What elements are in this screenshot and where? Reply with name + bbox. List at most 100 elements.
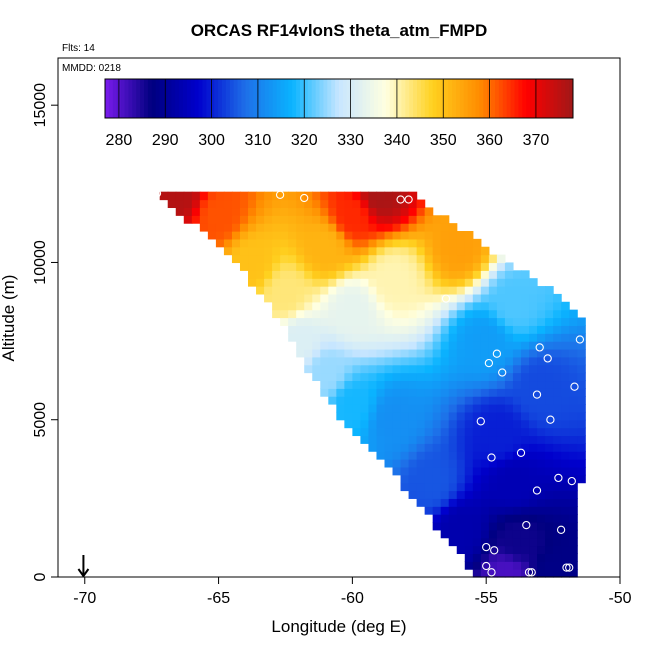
heatmap-cell xyxy=(400,191,410,201)
y-tick-label: 10000 xyxy=(32,240,49,285)
heatmap-cell xyxy=(464,466,474,476)
heatmap-cell xyxy=(504,459,514,468)
colorbar-segment xyxy=(140,79,145,118)
heatmap-cell xyxy=(440,341,450,350)
heatmap-cell xyxy=(368,341,378,350)
heatmap-cell xyxy=(488,270,498,279)
heatmap-cell xyxy=(504,482,514,492)
heatmap-cell xyxy=(384,254,394,264)
heatmap-cell xyxy=(312,293,321,303)
heatmap-cell xyxy=(512,466,522,476)
heatmap-cell xyxy=(231,254,241,264)
colorbar-segment xyxy=(495,79,500,118)
heatmap-cell xyxy=(512,348,522,358)
heatmap-cell xyxy=(223,207,233,216)
colorbar-segment xyxy=(483,79,488,118)
heatmap-cell xyxy=(504,419,514,429)
heatmap-cell xyxy=(456,396,466,405)
heatmap-cell xyxy=(472,238,482,248)
heatmap-cell xyxy=(529,514,538,523)
heatmap-cell xyxy=(264,278,273,287)
heatmap-cell xyxy=(472,293,482,303)
heatmap-cell xyxy=(456,506,466,515)
heatmap-cell xyxy=(352,223,362,232)
heatmap-cell xyxy=(553,506,562,515)
heatmap-cell xyxy=(529,396,538,405)
colorbar-segment xyxy=(319,79,324,118)
heatmap-cell xyxy=(416,411,426,421)
heatmap-cell xyxy=(529,404,538,413)
heatmap-cell xyxy=(344,278,353,287)
heatmap-cell xyxy=(320,215,329,224)
heatmap-cell xyxy=(296,278,305,287)
heatmap-cell xyxy=(569,388,578,397)
heatmap-cell xyxy=(416,207,426,216)
heatmap-cell xyxy=(537,482,546,492)
heatmap-cell xyxy=(288,278,297,287)
heatmap-cell xyxy=(456,537,466,547)
heatmap-cell xyxy=(368,199,378,209)
colorbar-segment xyxy=(537,79,543,118)
heatmap-cell xyxy=(392,286,402,295)
heatmap-cell xyxy=(496,396,506,405)
heatmap-cell xyxy=(569,506,578,515)
heatmap-cell xyxy=(376,451,386,460)
heatmap-cell xyxy=(424,459,434,468)
heatmap-cell xyxy=(545,341,554,350)
heatmap-cell xyxy=(264,207,273,216)
heatmap-cell xyxy=(280,231,289,240)
heatmap-cell xyxy=(537,364,546,374)
heatmap-cell xyxy=(432,419,442,429)
heatmap-cell xyxy=(561,435,570,444)
heatmap-cell xyxy=(416,427,426,437)
colorbar-segment xyxy=(448,79,453,118)
heatmap-cell xyxy=(529,561,538,570)
heatmap-cell xyxy=(569,411,578,421)
heatmap-cell xyxy=(504,356,514,366)
colorbar-segment xyxy=(370,79,375,118)
heatmap-cell xyxy=(239,191,249,201)
heatmap-cell xyxy=(561,529,570,539)
heatmap-cell xyxy=(561,561,570,570)
heatmap-cell xyxy=(312,238,321,248)
heatmap-cell xyxy=(296,293,305,303)
heatmap-cell xyxy=(336,246,345,256)
heatmap-cell xyxy=(432,309,442,319)
heatmap-cell xyxy=(569,317,578,326)
heatmap-cell xyxy=(384,325,394,334)
heatmap-cell xyxy=(376,443,386,452)
heatmap-cell xyxy=(400,293,410,303)
heatmap-cell xyxy=(529,474,538,484)
heatmap-cell xyxy=(529,553,538,562)
heatmap-cell xyxy=(520,537,530,547)
heatmap-cell xyxy=(304,301,313,311)
heatmap-cell xyxy=(400,459,410,468)
heatmap-cell xyxy=(392,404,402,413)
colorbar-segment xyxy=(467,79,473,118)
heatmap-cell xyxy=(440,254,450,264)
heatmap-cell xyxy=(456,238,466,248)
heatmap-cell xyxy=(464,254,474,264)
heatmap-cell xyxy=(520,270,530,279)
heatmap-cell xyxy=(215,191,225,201)
heatmap-cell xyxy=(529,427,538,437)
heatmap-cell xyxy=(496,411,506,421)
heatmap-cell xyxy=(352,293,362,303)
heatmap-cell xyxy=(488,459,498,468)
heatmap-cell xyxy=(480,506,490,515)
heatmap-cell xyxy=(520,356,530,366)
heatmap-cell xyxy=(368,443,378,452)
heatmap-cell xyxy=(344,388,353,397)
heatmap-cell xyxy=(464,529,474,539)
heatmap-cell xyxy=(520,561,530,570)
heatmap-cell xyxy=(304,246,313,256)
colorbar-segment xyxy=(335,79,340,118)
colorbar-tick-label: 300 xyxy=(198,132,225,149)
heatmap-cell xyxy=(424,293,434,303)
heatmap-cell xyxy=(288,191,297,201)
heatmap-cell xyxy=(569,419,578,429)
heatmap-cell xyxy=(416,278,426,287)
heatmap-cell xyxy=(432,286,442,295)
heatmap-cell xyxy=(577,341,586,350)
flight-point xyxy=(487,568,496,577)
